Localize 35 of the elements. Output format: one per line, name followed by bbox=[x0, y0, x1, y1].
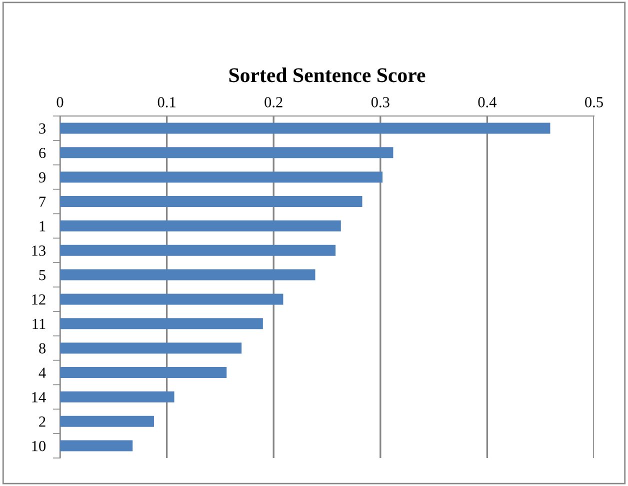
y-tick-label: 5 bbox=[39, 270, 46, 280]
bar bbox=[60, 196, 362, 207]
y-tick-label: 3 bbox=[39, 123, 46, 134]
x-tick-label: 0 bbox=[56, 97, 64, 108]
y-tick-label: 2 bbox=[39, 416, 46, 427]
y-tick-label: 12 bbox=[32, 294, 46, 305]
y-tick-label: 9 bbox=[38, 172, 46, 183]
bar bbox=[60, 269, 316, 280]
y-tick-label: 13 bbox=[32, 246, 46, 256]
bar bbox=[60, 367, 227, 378]
y-tick-label: 14 bbox=[32, 392, 46, 402]
y-tick-label: 4 bbox=[38, 368, 46, 378]
y-tick-label: 7 bbox=[39, 196, 46, 207]
bar bbox=[60, 147, 394, 158]
bar bbox=[60, 440, 133, 452]
y-tick-label: 10 bbox=[32, 440, 46, 452]
bar bbox=[60, 342, 242, 354]
y-tick-label: 8 bbox=[39, 343, 46, 354]
chart-title: Sorted Sentence Score bbox=[229, 68, 426, 82]
y-tick-label: 1 bbox=[40, 221, 46, 232]
bar bbox=[60, 416, 154, 427]
bar bbox=[60, 172, 383, 183]
bar bbox=[60, 318, 263, 330]
x-tick-label: 0.2 bbox=[264, 97, 282, 108]
bar bbox=[60, 244, 336, 256]
x-tick-label: 0.3 bbox=[371, 97, 390, 108]
x-tick-label: 0.1 bbox=[158, 97, 176, 108]
bar bbox=[60, 122, 550, 134]
x-tick-label: 0.5 bbox=[585, 97, 603, 108]
y-tick-label: 11 bbox=[32, 318, 46, 329]
bar bbox=[60, 391, 174, 402]
bar bbox=[60, 220, 341, 232]
y-tick-label: 6 bbox=[39, 148, 46, 158]
x-tick-label: 0.4 bbox=[478, 97, 497, 108]
bar bbox=[60, 294, 284, 305]
